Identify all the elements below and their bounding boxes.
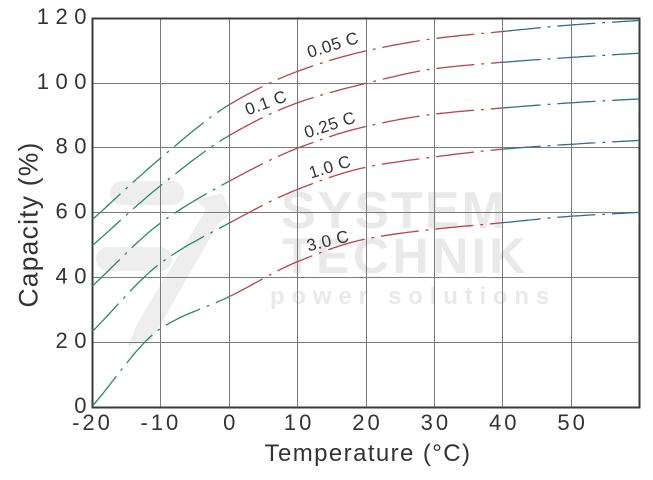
svg-text:-20: -20 [72,410,113,435]
svg-text:20: 20 [56,328,93,353]
svg-text:-10: -10 [141,410,182,435]
svg-text:Temperature (°C): Temperature (°C) [265,440,472,467]
svg-text:120: 120 [37,4,93,29]
svg-text:50: 50 [557,410,587,435]
svg-text:30: 30 [421,410,451,435]
svg-text:60: 60 [56,199,93,224]
svg-text:40: 40 [489,410,519,435]
svg-text:SYSTEM: SYSTEM [281,182,507,240]
svg-text:0: 0 [223,410,238,435]
svg-text:80: 80 [56,134,93,159]
svg-text:0: 0 [74,393,93,418]
svg-text:Capacity (%): Capacity (%) [14,141,44,307]
svg-text:100: 100 [37,69,93,94]
svg-text:40: 40 [56,263,93,288]
svg-text:power solutions: power solutions [270,283,556,310]
svg-text:20: 20 [352,410,382,435]
svg-text:TECHNIK: TECHNIK [282,228,529,284]
svg-text:10: 10 [284,410,314,435]
